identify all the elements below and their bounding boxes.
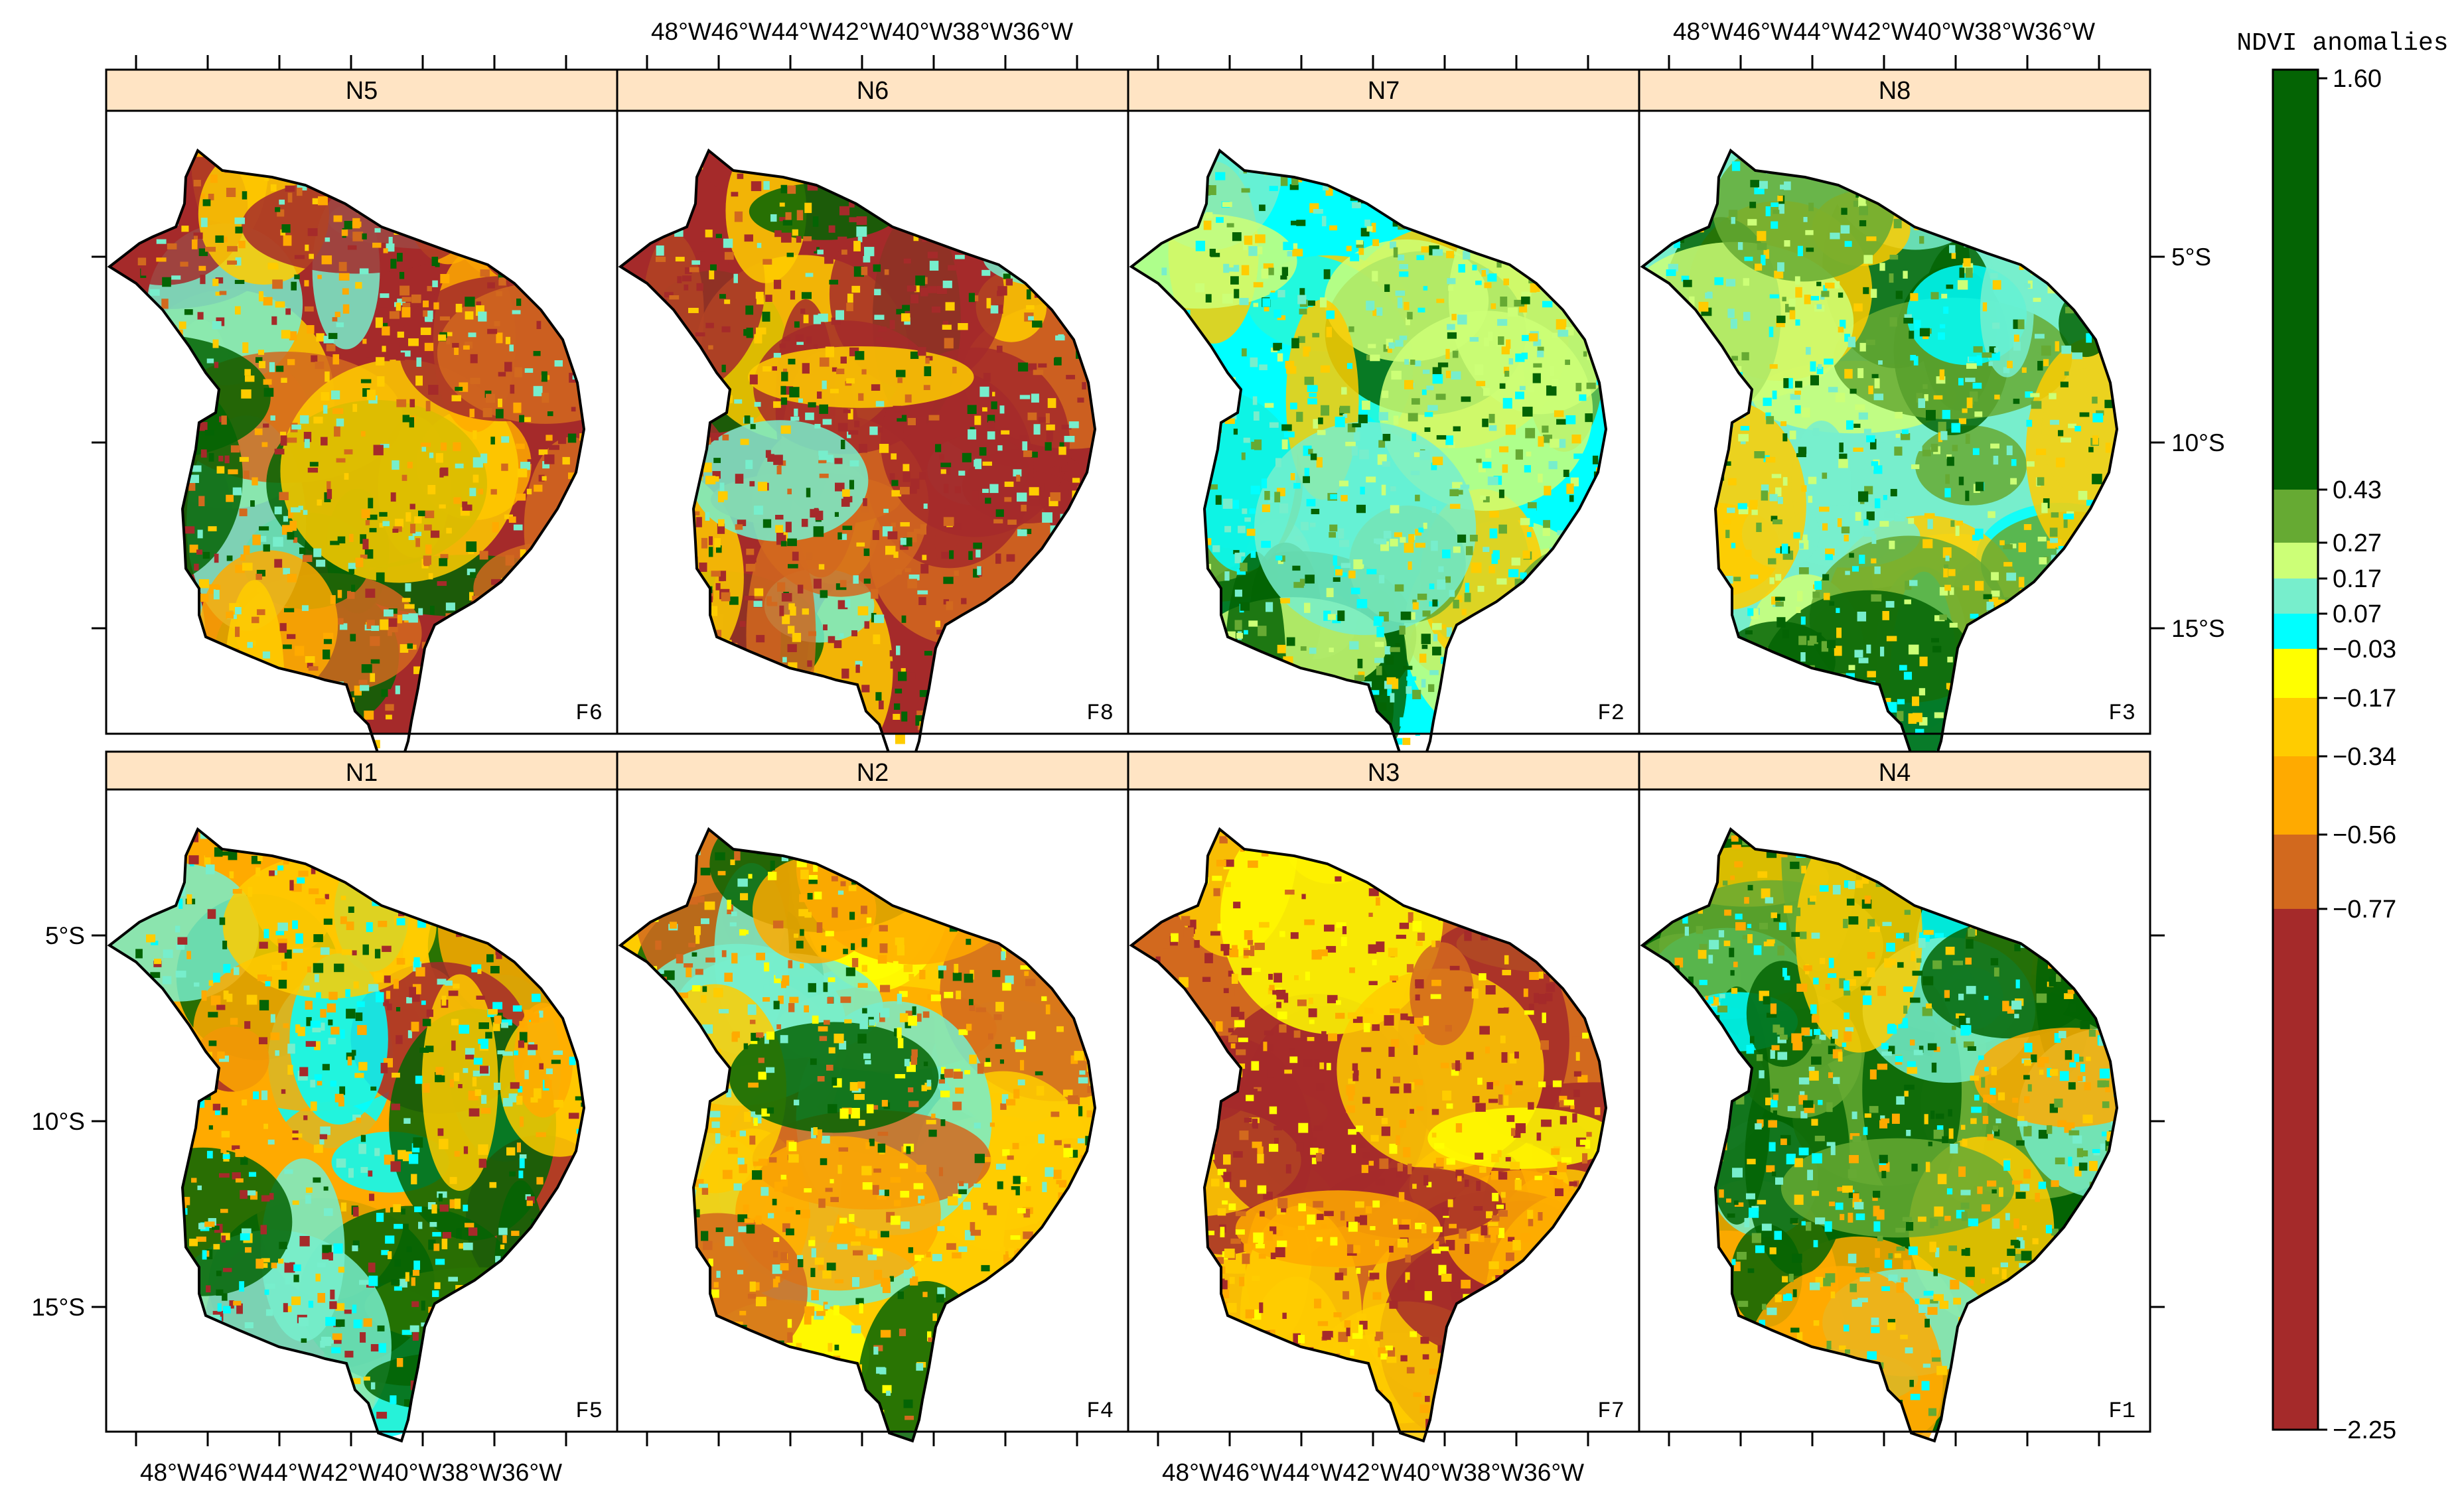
panel-strip [616, 68, 1129, 112]
map-panel-n5: N5 F6 [105, 68, 618, 764]
lon-tick-labels: 48°W46°W44°W42°W40°W38°W36°W [651, 18, 1073, 45]
panel-tag: F6 [575, 701, 603, 726]
legend-label: 0.27 [2333, 529, 2382, 557]
panel-strip [105, 750, 618, 791]
region-map [618, 827, 1097, 1443]
map-panel-n3: N3 F7 [1127, 750, 1640, 1443]
panel-strip-label: N2 [857, 759, 889, 787]
legend-label: 0.07 [2333, 600, 2382, 628]
panel-strip [1638, 750, 2151, 791]
legend-label: 0.43 [2333, 476, 2382, 504]
lat-tick-label: 10°S [2171, 429, 2225, 456]
legend-swatch [2273, 909, 2318, 1430]
lon-tick-labels: 48°W46°W44°W42°W40°W38°W36°W [1673, 18, 2095, 45]
region-map [1640, 827, 2119, 1443]
panel-strip [105, 68, 618, 112]
legend-label: −0.03 [2333, 636, 2396, 663]
lat-tick-label: 10°S [31, 1108, 85, 1135]
legend-swatch [2273, 490, 2318, 543]
map-panel-n8: N8 F3 [1638, 68, 2151, 764]
region-map [107, 827, 586, 1443]
legend-frame [2272, 68, 2319, 1431]
panel-tag: F3 [2108, 701, 2136, 726]
panel-strip [1127, 750, 1640, 791]
panel-strip-label: N4 [1879, 759, 1911, 787]
panel-tag: F2 [1597, 701, 1625, 726]
panel-strip-label: N3 [1368, 759, 1400, 787]
map-panel-n2: N2 F4 [616, 750, 1129, 1443]
axes-layer: 48°W46°W44°W42°W40°W38°W36°W 48°W46°W44°W… [31, 18, 2224, 1486]
panel-tag: F7 [1597, 1399, 1625, 1424]
legend-colorbar: NDVI anomalies 1.60 0.43 0.27 0.17 0.07 −0.03 −… [2236, 29, 2448, 1444]
panel-strip-label: N1 [346, 759, 378, 787]
lon-tick-labels: 48°W46°W44°W42°W40°W38°W36°W [140, 1459, 562, 1486]
lat-tick-label: 15°S [31, 1294, 85, 1321]
legend-swatch [2273, 835, 2318, 909]
panel-tag: F8 [1086, 701, 1114, 726]
legend-label: −2.25 [2333, 1416, 2396, 1444]
panel-strip-label: N5 [346, 77, 378, 105]
map-panel-n6: N6 F8 [616, 68, 1129, 764]
region-map [1640, 148, 2119, 764]
map-panel-n1: N1 F5 [105, 750, 618, 1443]
panel-strip-label: N6 [857, 77, 889, 105]
legend-label: −0.17 [2333, 685, 2396, 713]
region-map [1129, 827, 1608, 1443]
legend-swatch [2273, 70, 2318, 490]
panel-tag: F5 [575, 1399, 603, 1424]
legend-title: NDVI anomalies [2236, 29, 2448, 58]
legend-swatch [2273, 649, 2318, 698]
legend-label: −0.77 [2333, 896, 2396, 923]
region-map [1129, 148, 1608, 764]
map-panel-n4: N4 F1 [1638, 750, 2151, 1443]
panel-strip [1127, 68, 1640, 112]
legend-label: −0.56 [2333, 821, 2396, 849]
panel-tag: F4 [1086, 1399, 1114, 1424]
legend-swatch [2273, 756, 2318, 835]
legend-label: 1.60 [2333, 65, 2382, 93]
lat-tick-label: 5°S [45, 922, 85, 949]
panel-frame [1638, 788, 2151, 1433]
panel-strip-label: N8 [1879, 77, 1911, 105]
legend-swatch [2273, 579, 2318, 614]
lat-tick-label: 15°S [2171, 615, 2225, 642]
region-map [107, 148, 586, 764]
panels-layer: N5 F6 N6 F8 N7 F2 N8 F3 N1 F5 N2 F4 N3 F7 N4 F1 [105, 68, 2151, 1443]
panel-strip-label: N7 [1368, 77, 1400, 105]
legend-label: 0.17 [2333, 565, 2382, 593]
legend-swatch [2273, 543, 2318, 579]
lon-tick-labels: 48°W46°W44°W42°W40°W38°W36°W [1162, 1459, 1584, 1486]
panel-strip [1638, 68, 2151, 112]
panel-tag: F1 [2108, 1399, 2136, 1424]
region-map [618, 148, 1097, 764]
panel-frame [1638, 109, 2151, 735]
legend-swatch [2273, 614, 2318, 649]
legend-swatch [2273, 698, 2318, 756]
map-panel-n7: N7 F2 [1127, 68, 1640, 764]
lat-tick-label: 5°S [2171, 243, 2211, 271]
legend-label: −0.34 [2333, 743, 2396, 771]
